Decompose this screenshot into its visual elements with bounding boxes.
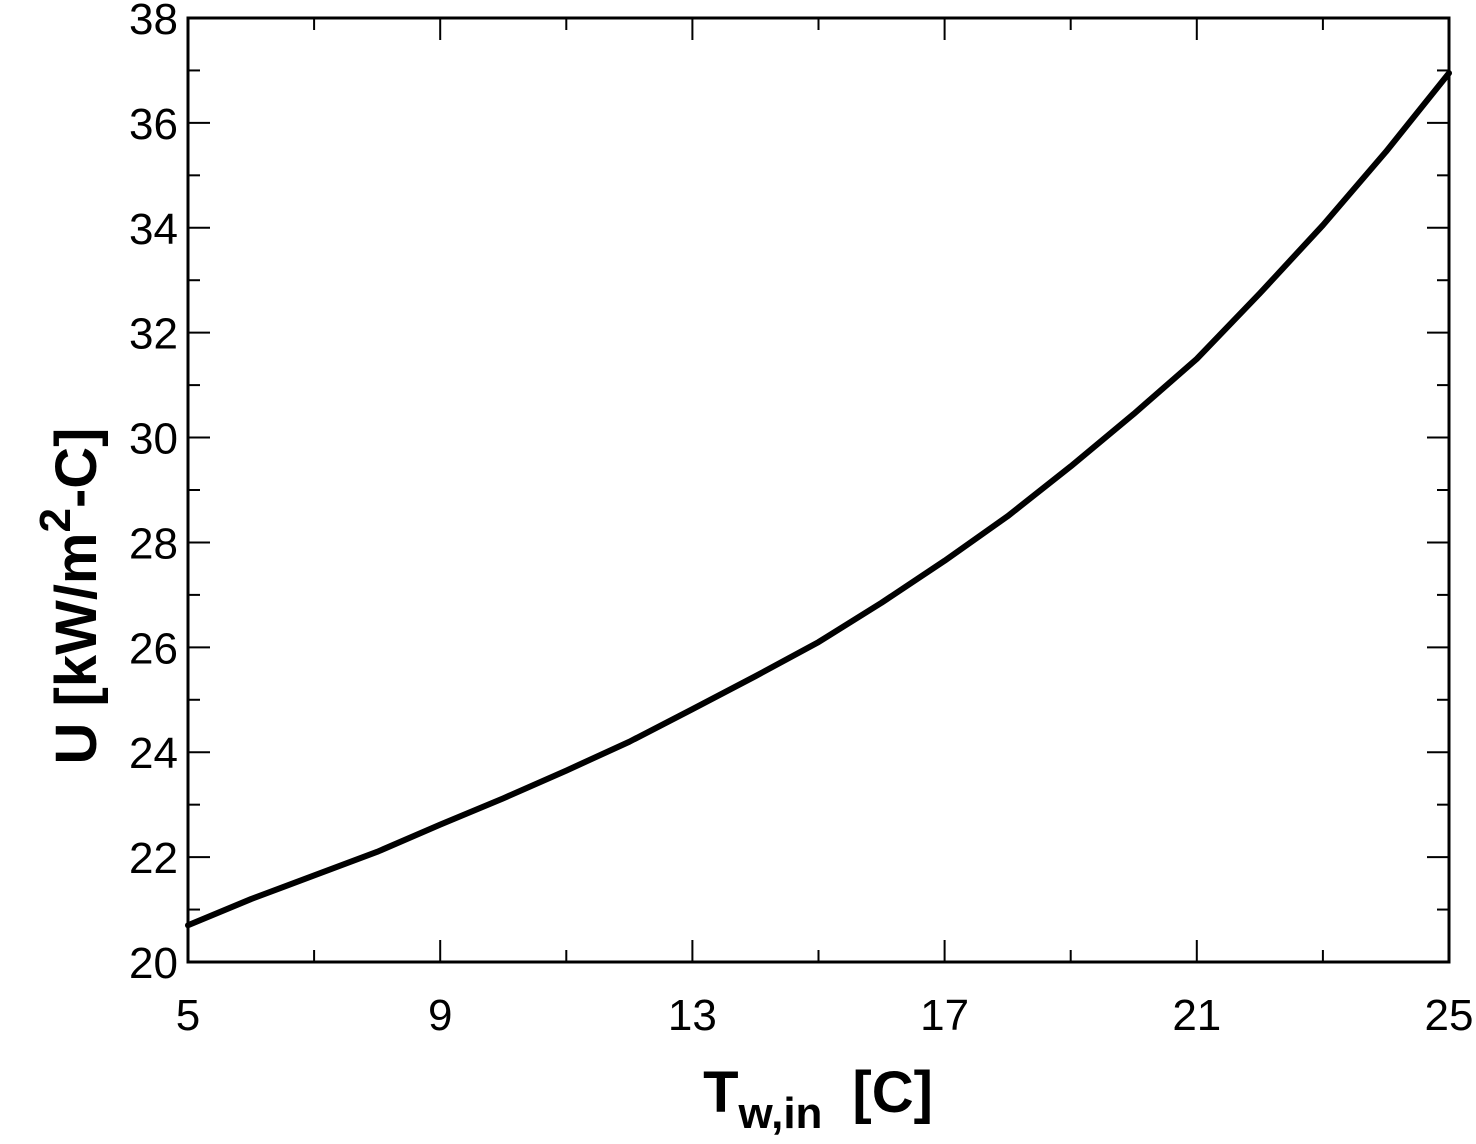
y-tick-label: 22 [129, 834, 178, 883]
y-axis-title-prefix: U [kW/m [44, 533, 109, 765]
x-tick-label: 13 [668, 991, 717, 1040]
plot-area [185, 16, 1452, 964]
x-tick-label: 21 [1172, 991, 1221, 1040]
y-tick-label: 26 [129, 624, 178, 673]
y-tick-label: 34 [129, 205, 178, 254]
y-axis-title: U [kW/m2-C] [31, 428, 109, 765]
y-tick-label: 30 [129, 415, 178, 464]
y-tick-label: 28 [129, 519, 178, 568]
x-tick-label: 17 [920, 991, 969, 1040]
x-axis-title-unit: [C] [852, 1060, 933, 1125]
y-axis-title-superscript: 2 [31, 508, 80, 532]
x-axis-title-subscript: w,in [738, 1089, 823, 1138]
x-tick-label: 9 [428, 991, 452, 1040]
y-tick-label: 32 [129, 310, 178, 359]
x-tick-label: 5 [176, 991, 200, 1040]
y-tick-label: 36 [129, 100, 178, 149]
x-axis-title: Tw,in [C] [703, 1060, 933, 1138]
axis-ticks [187, 17, 1450, 963]
y-tick-label: 24 [129, 729, 178, 778]
x-axis-title-main: T [703, 1060, 738, 1125]
plot-frame [186, 16, 1451, 964]
y-tick-label: 20 [129, 939, 178, 988]
y-axis-title-suffix: -C] [44, 428, 109, 509]
tick-labels: 5 9 13 17 21 25 20 22 24 26 28 30 32 34 36 38 [129, 0, 1473, 1040]
series-line-0 [185, 70, 1452, 929]
y-tick-label: 38 [129, 0, 178, 44]
x-tick-label: 25 [1425, 991, 1474, 1040]
